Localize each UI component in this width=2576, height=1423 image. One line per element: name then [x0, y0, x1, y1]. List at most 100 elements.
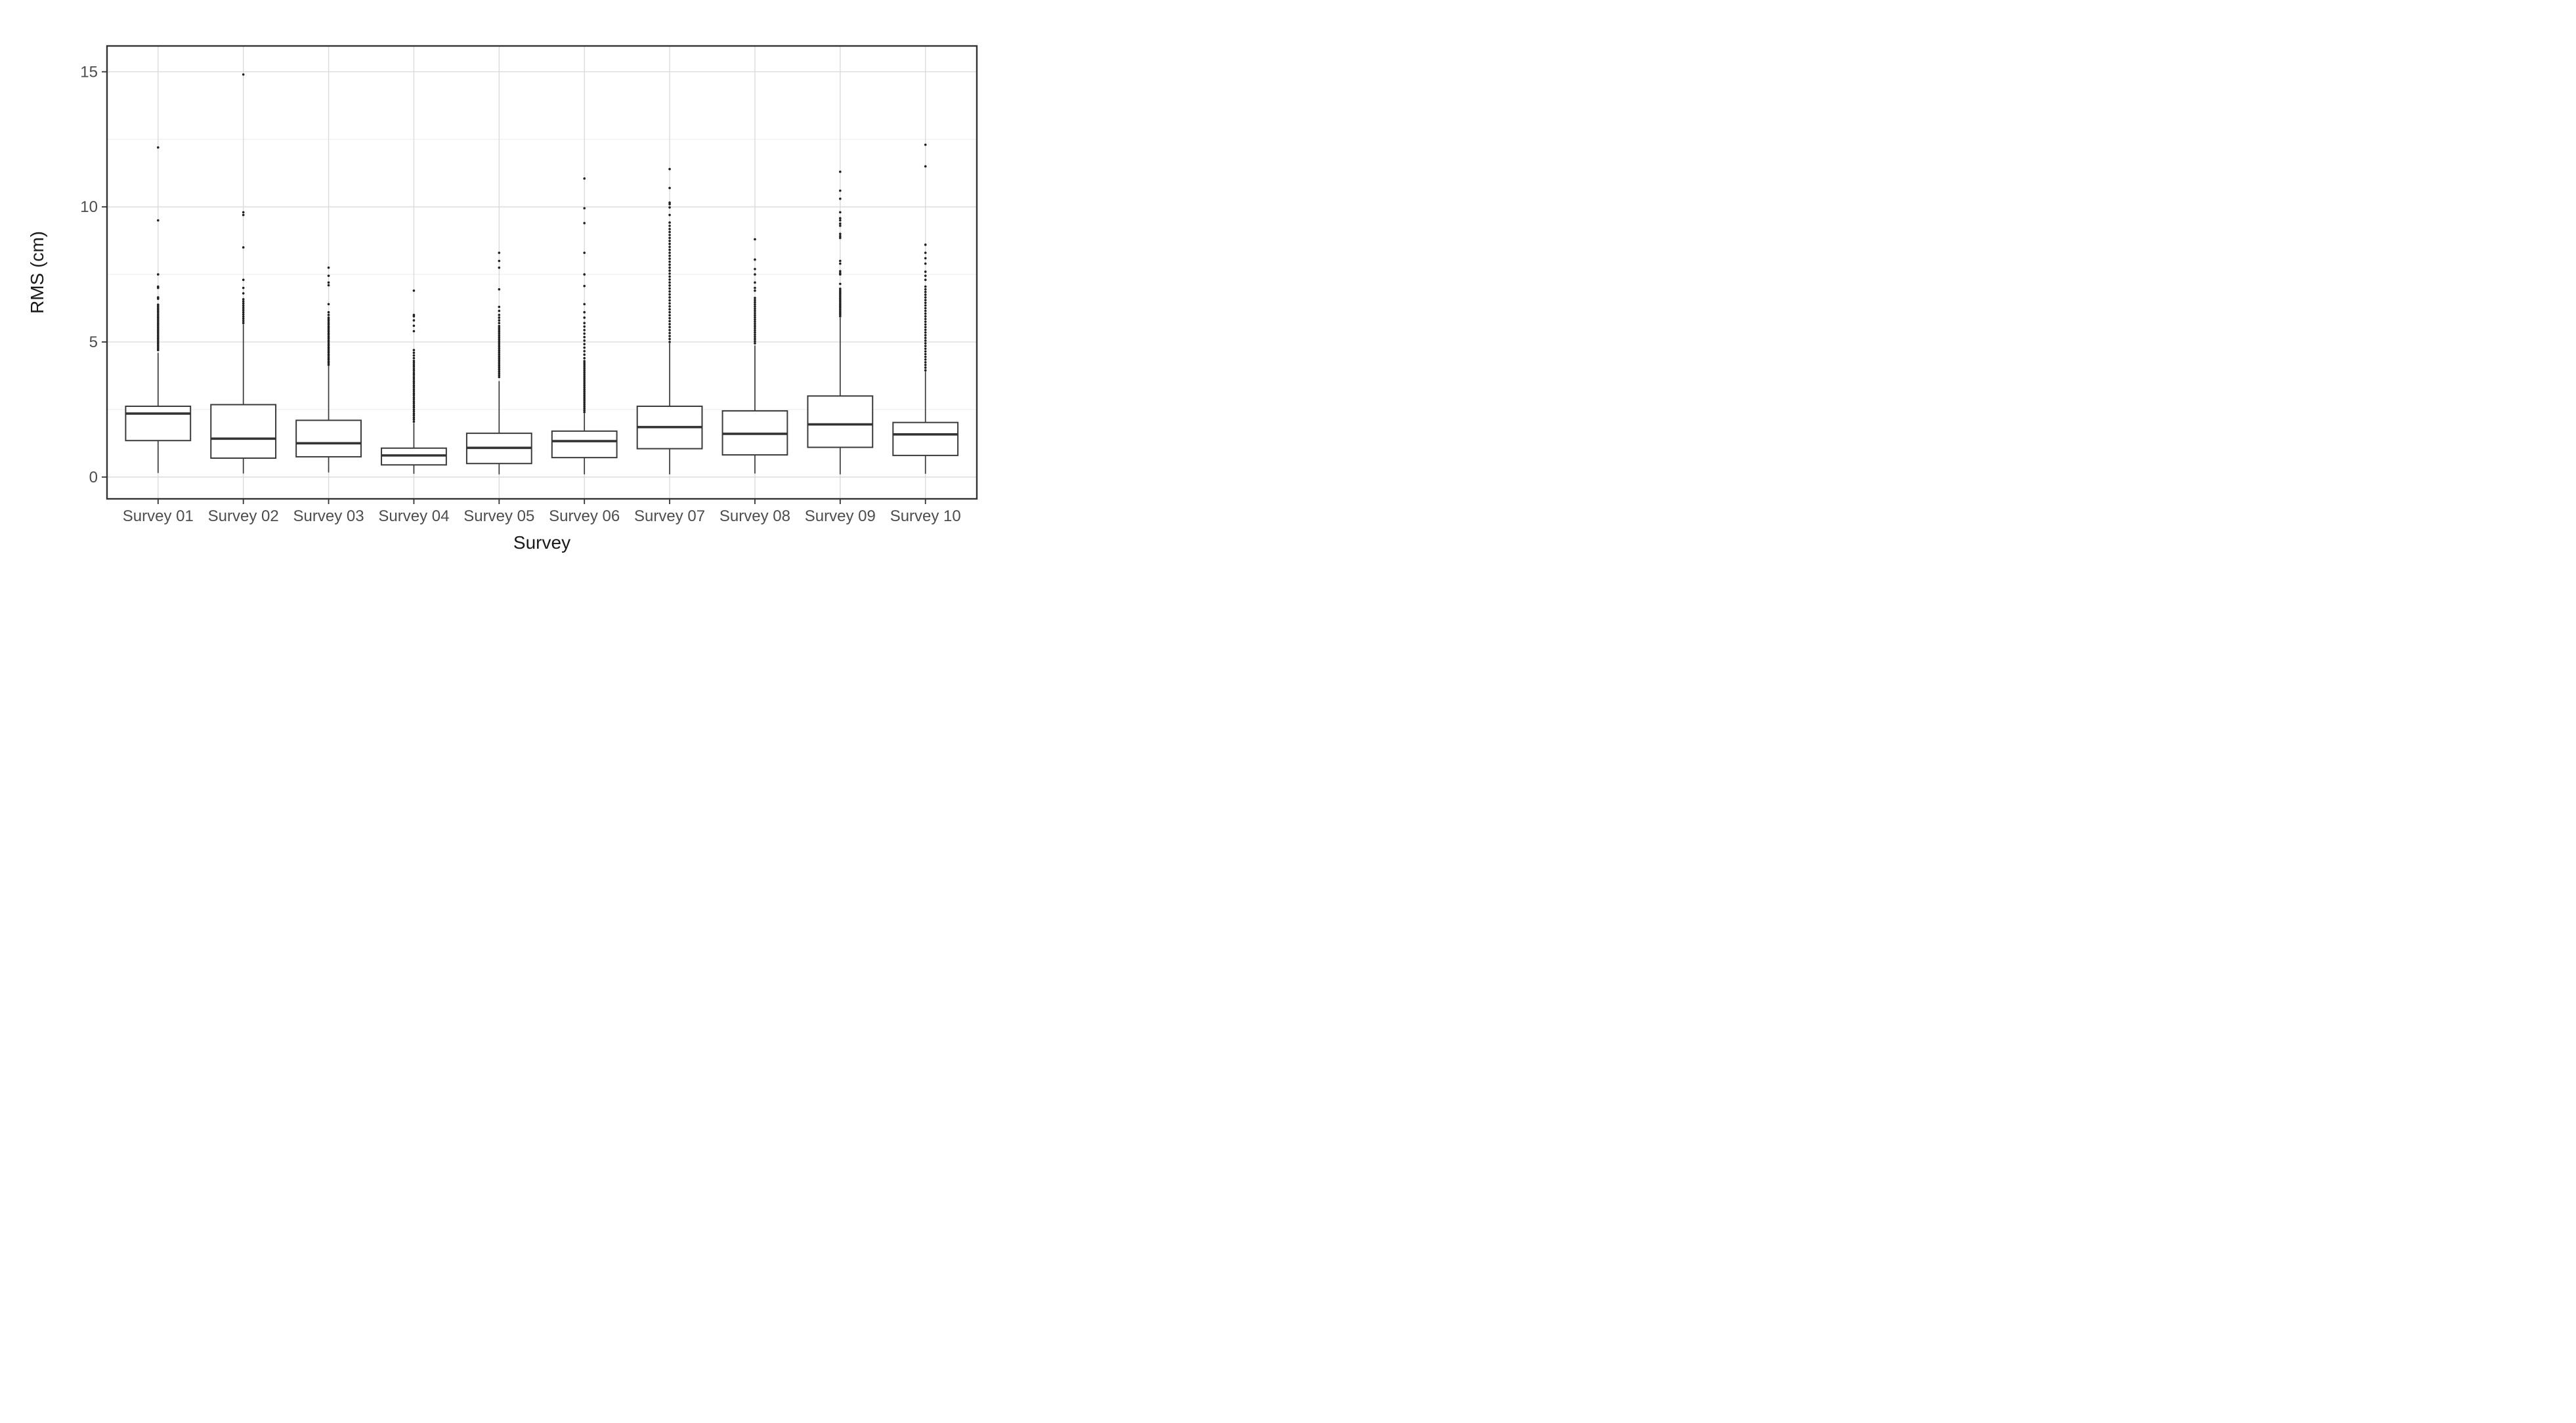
outlier-dot [327, 351, 330, 354]
outlier-dot [412, 385, 416, 389]
outlier-dot [924, 287, 927, 291]
outlier-dot [157, 316, 160, 319]
outlier-dot [668, 224, 671, 227]
outlier-dot [668, 213, 671, 217]
outlier-dot [498, 343, 501, 347]
outlier-dot [668, 316, 671, 320]
outlier-dot [498, 305, 501, 308]
outlier-dot [327, 349, 330, 352]
outlier-dot [924, 331, 927, 334]
outlier-dot [412, 396, 416, 399]
outlier-dot [924, 358, 927, 361]
outlier-dot [498, 349, 501, 352]
outlier-dot [498, 251, 501, 254]
outlier-dot [583, 379, 586, 381]
outlier-dot [498, 366, 501, 369]
outlier-dot [157, 339, 160, 342]
outlier-dot [412, 361, 416, 364]
outlier-dot [924, 337, 927, 339]
outlier-dot [668, 254, 671, 257]
outlier-dot [242, 286, 245, 289]
outlier-dot [839, 292, 842, 295]
outlier-dot [839, 295, 842, 299]
outlier-dot [924, 307, 927, 310]
boxplot-10 [892, 143, 959, 474]
outlier-dot [498, 347, 501, 350]
outlier-dot [327, 316, 330, 319]
outlier-dot [327, 337, 330, 340]
outlier-dot [498, 372, 501, 375]
outlier-dot [412, 373, 416, 377]
outlier-dot [583, 382, 586, 385]
outlier-dot [668, 242, 671, 245]
outlier-dot [412, 392, 416, 395]
outlier-dot [498, 259, 501, 263]
outlier-dot [583, 411, 586, 414]
outlier-dot [924, 262, 927, 265]
outlier-dot [412, 394, 416, 396]
outlier-dot [242, 298, 245, 301]
x-tick-label: Survey 04 [378, 507, 449, 525]
outlier-dot [924, 315, 927, 318]
outlier-dot [242, 315, 245, 318]
boxplot-4 [381, 289, 447, 474]
outlier-dot [924, 320, 927, 323]
outlier-dot [583, 371, 586, 374]
outlier-dot [754, 314, 756, 317]
outlier-dot [668, 329, 671, 331]
outlier-dot [412, 377, 416, 381]
boxplot-5 [465, 251, 532, 475]
outlier-dot [327, 326, 330, 329]
outlier-dot [924, 361, 927, 364]
box-iqr [807, 395, 874, 448]
outlier-dot [668, 341, 671, 343]
boxplot-8 [721, 238, 788, 474]
outlier-dot [157, 342, 160, 345]
outlier-dot [754, 258, 756, 261]
outlier-dot [157, 329, 160, 332]
outlier-dot [412, 404, 416, 407]
outlier-dot [498, 326, 501, 329]
outlier-dot [754, 312, 756, 314]
outlier-dot [924, 339, 927, 342]
outlier-dot [412, 289, 416, 292]
outlier-dot [668, 290, 671, 293]
y-tick-label: 10 [80, 198, 98, 216]
outlier-dot [924, 299, 927, 302]
outlier-dot [924, 342, 927, 345]
outlier-dot [583, 405, 586, 408]
outlier-dot [754, 329, 756, 332]
outlier-dot [498, 328, 501, 331]
outlier-dot [754, 339, 756, 343]
outlier-dot [157, 326, 160, 329]
outlier-dot [583, 335, 586, 339]
outlier-dot [668, 245, 671, 248]
outlier-dot [583, 403, 586, 406]
outlier-dot [498, 373, 501, 377]
outlier-dot [242, 310, 245, 314]
outlier-dot [157, 328, 160, 331]
outlier-dot [924, 293, 927, 296]
x-tick-label: Survey 05 [463, 507, 534, 525]
outlier-dot [242, 307, 245, 309]
outlier-dot [412, 420, 416, 423]
outlier-dot [412, 388, 416, 391]
outlier-dot [839, 313, 842, 316]
outlier-dot [242, 73, 245, 76]
outlier-dot [754, 316, 756, 319]
outlier-dot [839, 289, 842, 292]
outlier-dot [583, 251, 586, 254]
outlier-dot [498, 360, 501, 364]
outlier-dot [327, 318, 330, 321]
outlier-dot [839, 291, 842, 293]
outlier-dot [412, 398, 416, 401]
outlier-dot [754, 286, 756, 289]
outlier-dot [924, 244, 927, 246]
outlier-dot [668, 299, 671, 302]
outlier-dot [498, 358, 501, 362]
outlier-dot [498, 309, 501, 312]
outlier-dot [668, 234, 671, 236]
outlier-dot [327, 358, 330, 361]
outlier-dot [583, 325, 586, 328]
outlier-dot [583, 390, 586, 393]
